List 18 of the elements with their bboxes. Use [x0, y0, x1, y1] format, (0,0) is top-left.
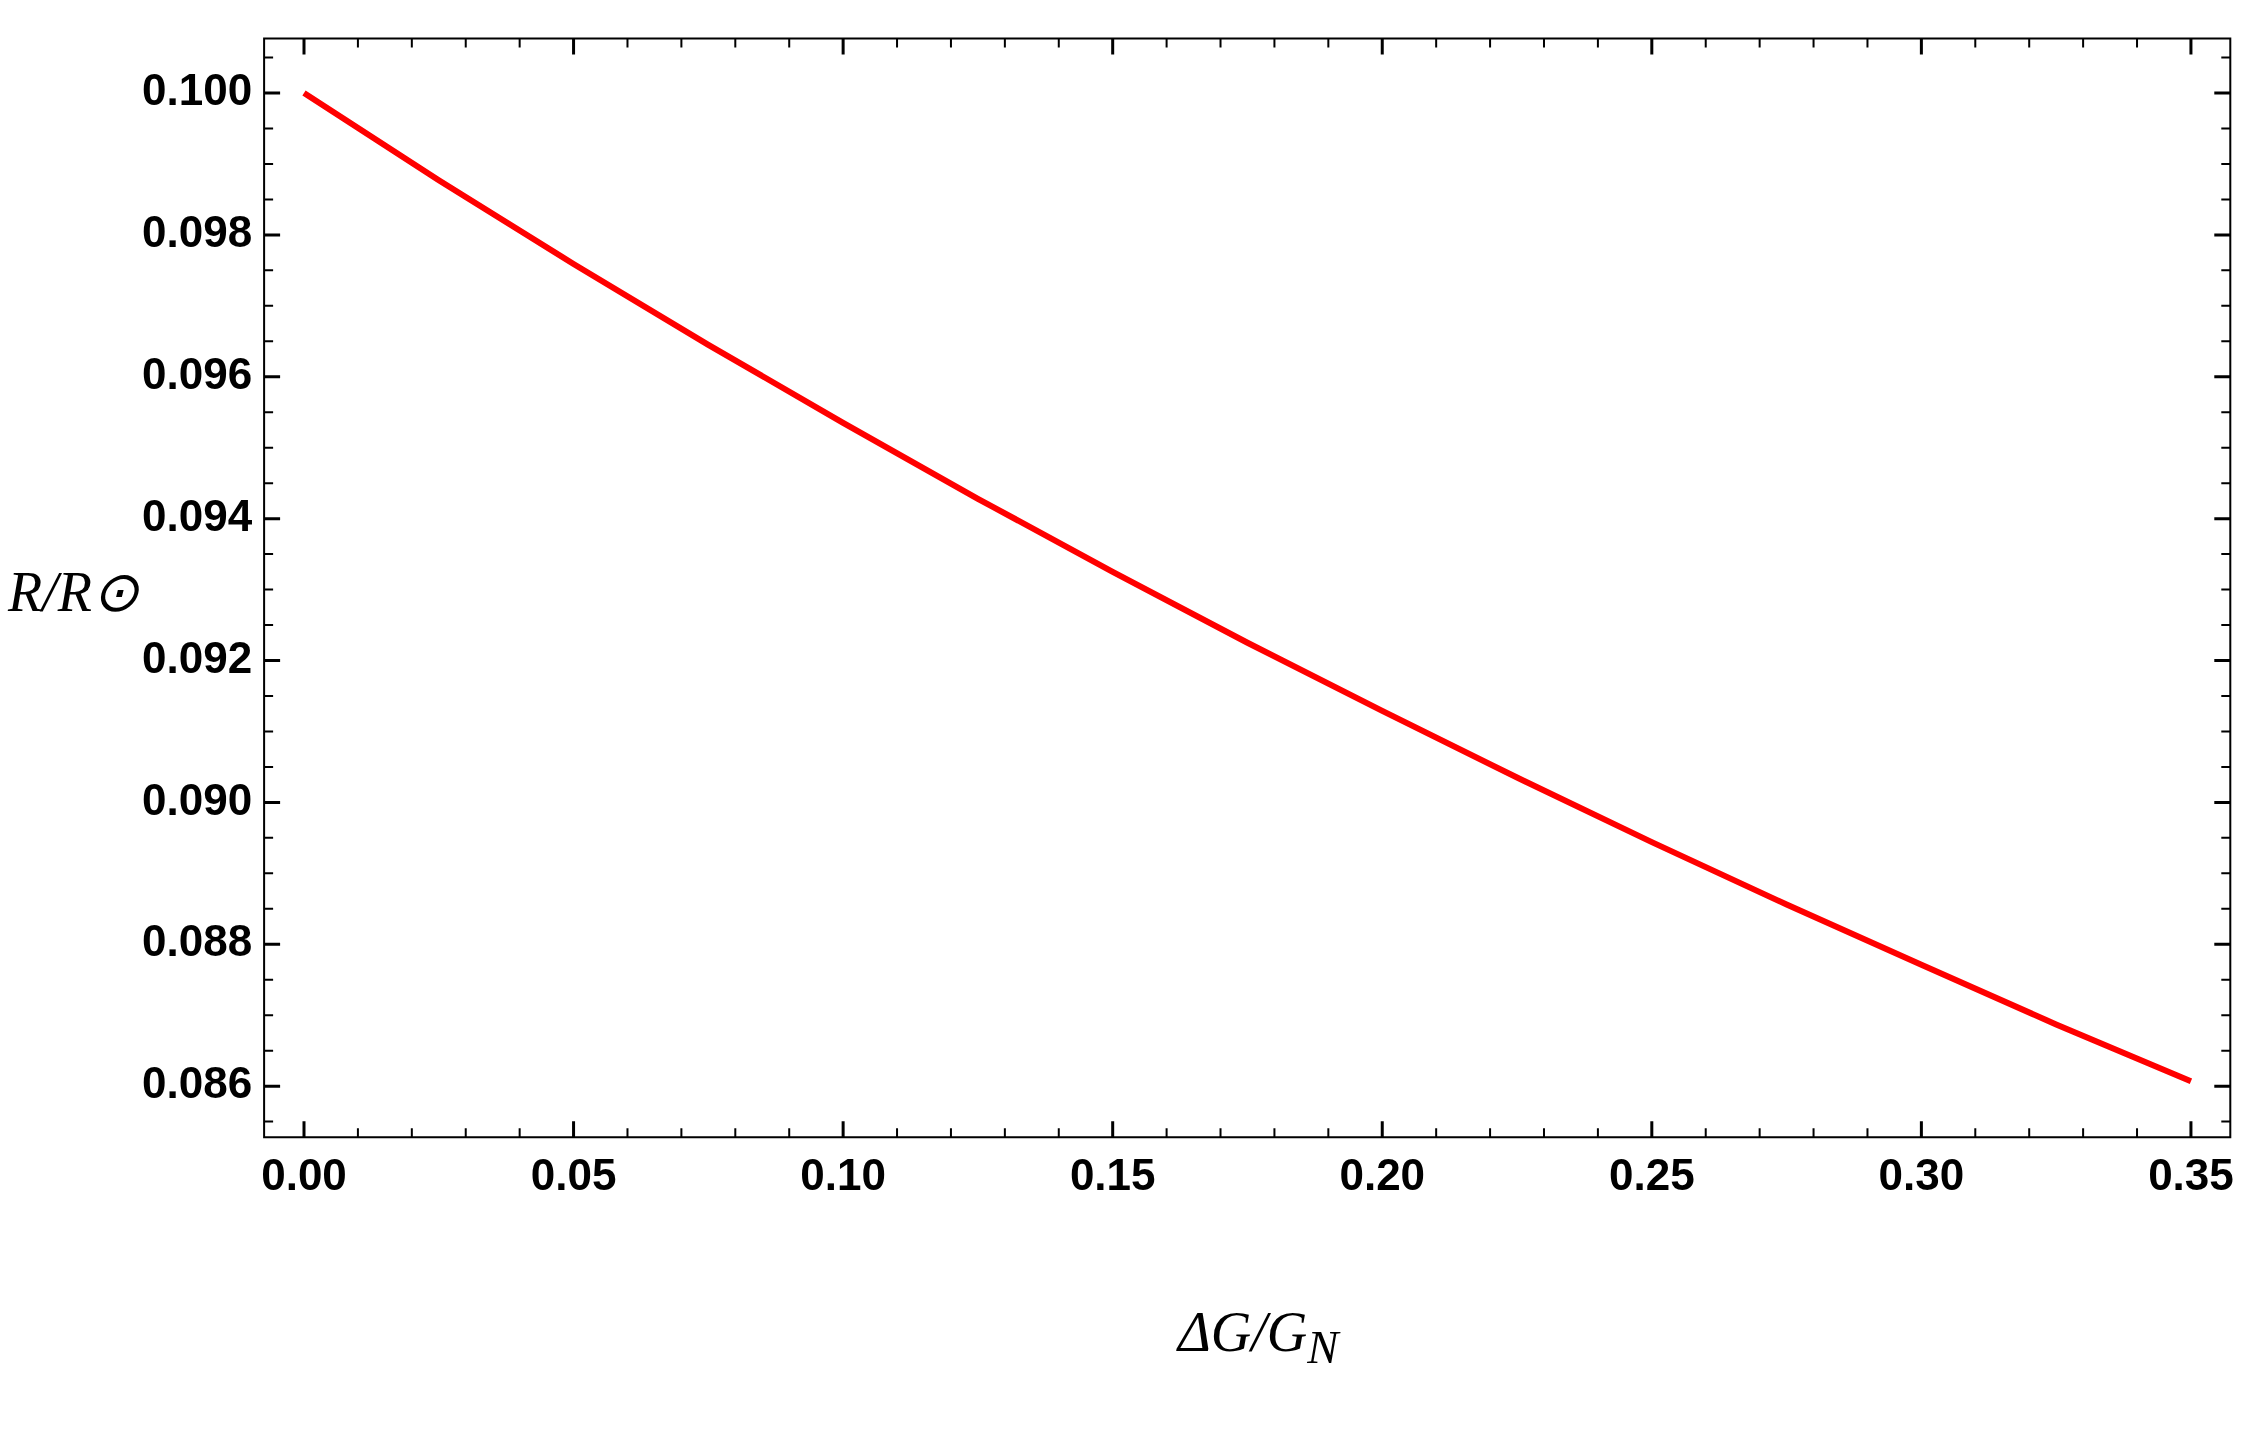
y-tick-label: 0.088 — [142, 916, 253, 966]
x-tick-label: 0.25 — [1609, 1149, 1695, 1199]
x-axis-title: ΔG/G$_{N}$ — [1178, 1300, 1339, 1375]
x-tick-label: 0.00 — [261, 1149, 347, 1199]
y-tick-label: 0.098 — [142, 207, 253, 257]
y-tick-label: 0.092 — [142, 632, 253, 682]
y-tick-label: 0.086 — [142, 1058, 253, 1108]
x-tick-label: 0.15 — [1069, 1149, 1156, 1199]
x-tick-label: 0.05 — [530, 1149, 617, 1199]
y-axis-title: R/R⊙ — [8, 560, 139, 625]
x-tick-label: 0.35 — [2148, 1149, 2234, 1199]
y-tick-label: 0.100 — [142, 65, 253, 115]
x-tick-label: 0.30 — [1878, 1149, 1965, 1199]
y-tick-label: 0.094 — [142, 490, 253, 540]
y-tick-label: 0.090 — [142, 774, 253, 824]
x-tick-label: 0.10 — [800, 1149, 886, 1199]
x-tick-label: 0.20 — [1339, 1149, 1426, 1199]
y-tick-label: 0.096 — [142, 348, 253, 398]
